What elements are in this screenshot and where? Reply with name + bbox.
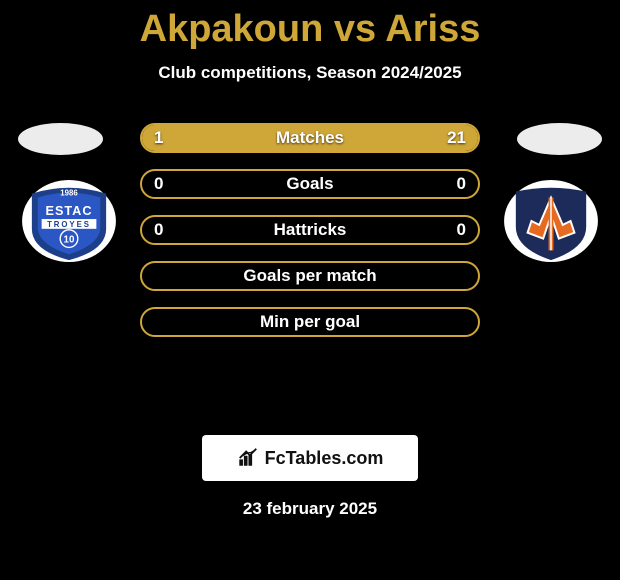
svg-text:ESTAC: ESTAC	[46, 204, 93, 218]
stat-label: Min per goal	[260, 312, 360, 332]
club-badge-left: 1986 ESTAC TROYES 10	[20, 178, 118, 264]
stat-right-value: 0	[457, 220, 466, 240]
flag-right	[517, 123, 602, 155]
chart-icon	[237, 447, 259, 469]
stat-label: Hattricks	[274, 220, 347, 240]
stat-left-value: 0	[154, 174, 163, 194]
flag-left	[18, 123, 103, 155]
brand-badge: FcTables.com	[202, 435, 418, 481]
stat-label: Matches	[276, 128, 344, 148]
stat-row: 1 Matches 21	[140, 123, 480, 153]
stats-panel: 1 Matches 21 0 Goals 0 0 Hattricks 0 Goals per ma…	[140, 123, 480, 353]
stat-right-value: 0	[457, 174, 466, 194]
svg-text:TROYES: TROYES	[47, 220, 91, 229]
stat-left-value: 0	[154, 220, 163, 240]
page-title: Akpakoun vs Ariss	[0, 0, 620, 51]
stat-label: Goals per match	[243, 266, 376, 286]
stat-row: Min per goal	[140, 307, 480, 337]
stat-right-value: 21	[447, 128, 466, 148]
subtitle: Club competitions, Season 2024/2025	[0, 63, 620, 83]
brand-text: FcTables.com	[265, 448, 384, 469]
stat-row: 0 Hattricks 0	[140, 215, 480, 245]
date-text: 23 february 2025	[0, 499, 620, 519]
stat-label: Goals	[286, 174, 333, 194]
svg-text:10: 10	[64, 235, 75, 246]
club-badge-right	[502, 178, 600, 264]
stat-row: Goals per match	[140, 261, 480, 291]
stat-left-value: 1	[154, 128, 163, 148]
stat-row: 0 Goals 0	[140, 169, 480, 199]
svg-text:1986: 1986	[60, 189, 78, 198]
